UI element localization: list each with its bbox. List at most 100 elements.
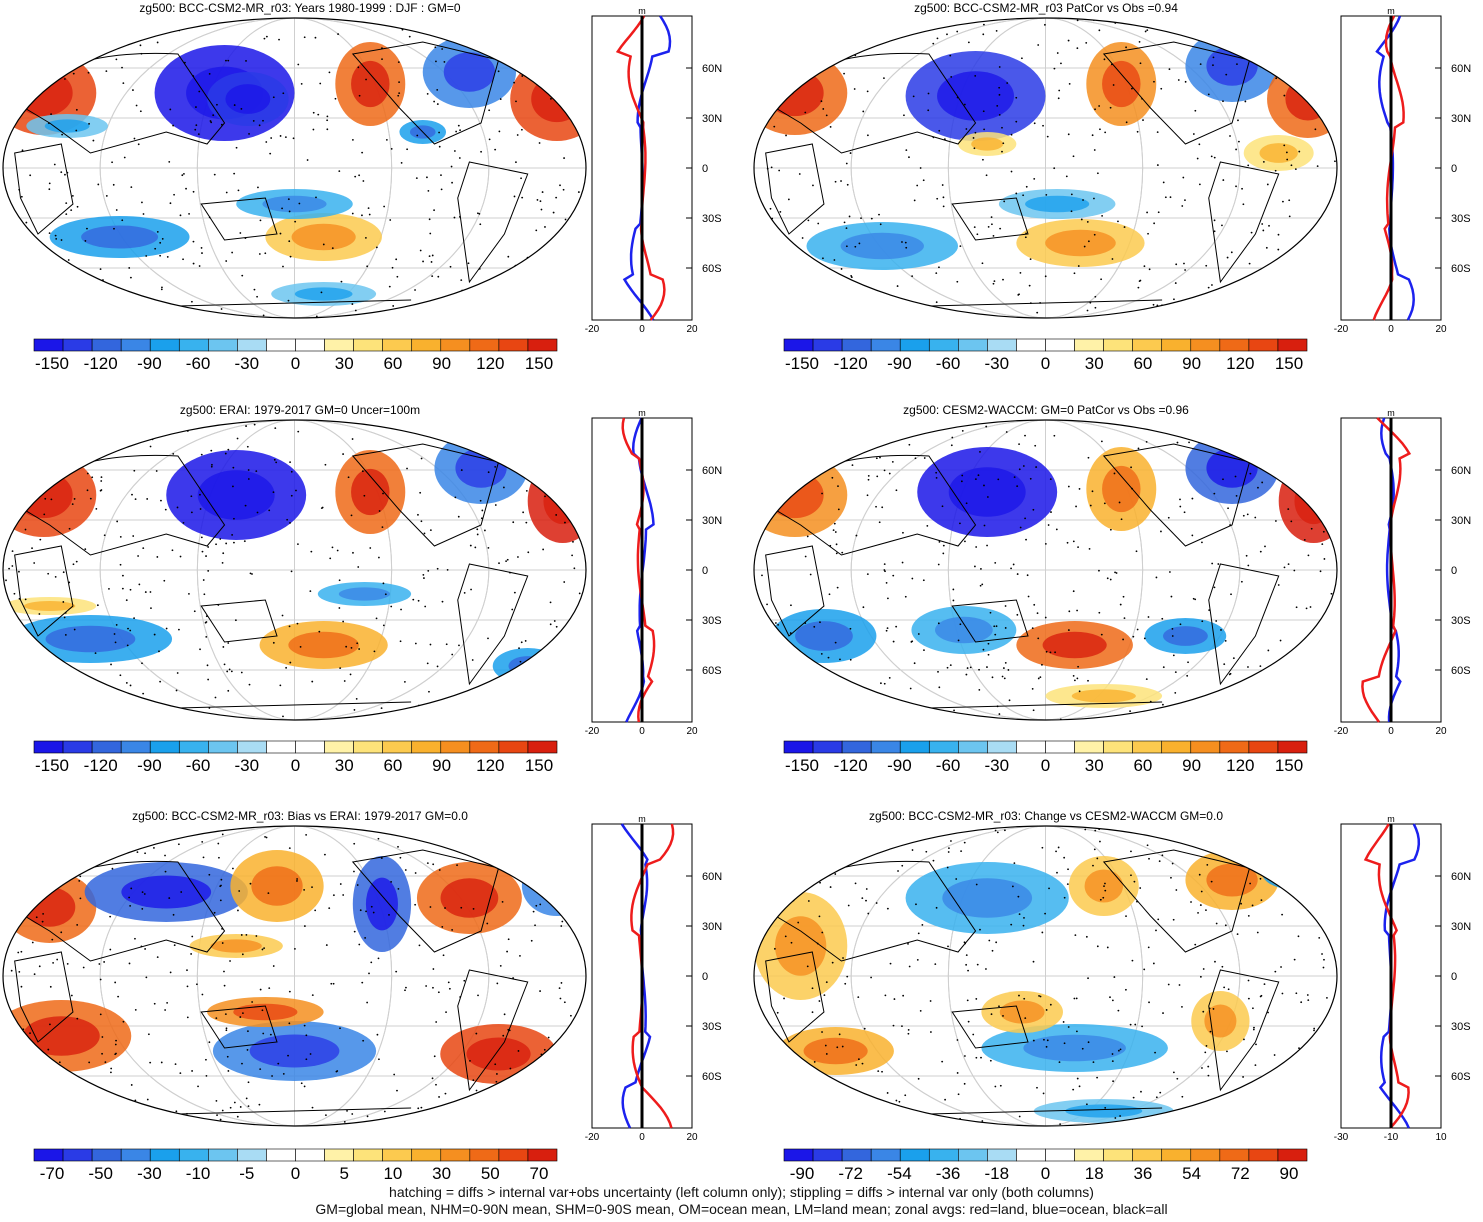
stipple-dot xyxy=(957,1093,960,1096)
stipple-dot xyxy=(466,310,469,313)
stipple-dot xyxy=(956,1072,959,1074)
colorbar-swatch xyxy=(527,1148,558,1162)
stipple-dot xyxy=(1092,1061,1095,1064)
stipple-dot xyxy=(774,888,777,891)
stipple-dot xyxy=(460,279,463,282)
stipple-dot xyxy=(168,160,171,163)
stipple-dot xyxy=(1160,530,1162,533)
stipple-dot xyxy=(1147,616,1150,618)
stipple-dot xyxy=(136,314,138,316)
stipple-dot xyxy=(790,604,792,607)
stipple-dot xyxy=(531,1079,533,1082)
stipple-dot xyxy=(1244,289,1247,292)
stipple-dot xyxy=(578,484,580,487)
stipple-dot xyxy=(1245,554,1248,557)
stipple-dot xyxy=(312,128,315,131)
stipple-dot xyxy=(1099,840,1101,843)
stipple-dot xyxy=(436,88,439,91)
stipple-dot xyxy=(1139,62,1142,65)
stipple-dot xyxy=(1244,688,1247,690)
map-border xyxy=(2,419,587,721)
stipple-dot xyxy=(967,1020,970,1023)
stipple-dot xyxy=(1136,628,1139,631)
colorbar-swatch xyxy=(208,1148,238,1162)
stipple-dot xyxy=(26,828,28,831)
stipple-dot xyxy=(938,540,941,543)
stipple-dot xyxy=(272,491,275,494)
stipple-dot xyxy=(1274,520,1277,522)
stipple-dot xyxy=(1077,546,1079,549)
stipple-dot xyxy=(558,987,561,990)
colorbar-swatch xyxy=(1074,1148,1104,1162)
stipple-dot xyxy=(534,924,536,927)
stipple-dot xyxy=(288,625,291,628)
stipple-dot xyxy=(888,676,891,679)
colorbar-swatch xyxy=(1190,338,1221,352)
stipple-dot xyxy=(220,878,223,881)
stipple-dot xyxy=(562,188,565,191)
stipple-dot xyxy=(805,836,807,838)
stipple-dot xyxy=(1087,977,1089,980)
stipple-dot xyxy=(248,683,251,686)
stipple-dot xyxy=(783,18,786,21)
stipple-dot xyxy=(462,301,465,304)
stipple-dot xyxy=(1003,677,1006,680)
stipple-dot xyxy=(382,582,385,585)
stipple-dot xyxy=(1037,44,1040,46)
stipple-dot xyxy=(197,133,200,136)
stipple-dot xyxy=(837,508,840,511)
stipple-dot xyxy=(937,563,940,566)
anomaly-core xyxy=(1025,195,1090,213)
stipple-dot xyxy=(1044,275,1047,278)
stipple-dot xyxy=(423,427,426,430)
stipple-dot xyxy=(1131,87,1133,90)
stipple-dot xyxy=(974,131,977,134)
stipple-dot xyxy=(1070,210,1073,213)
stipple-dot xyxy=(265,35,268,38)
stipple-dot xyxy=(125,682,128,684)
stipple-dot xyxy=(506,950,508,953)
stipple-dot xyxy=(215,543,217,546)
stipple-dot xyxy=(981,583,984,586)
stipple-dot xyxy=(55,265,58,267)
stipple-dot xyxy=(947,851,950,853)
stipple-dot xyxy=(179,555,182,558)
stipple-dot xyxy=(399,856,402,859)
stipple-dot xyxy=(1130,466,1132,469)
stipple-dot xyxy=(186,969,188,972)
stipple-dot xyxy=(817,222,820,225)
stipple-dot xyxy=(125,300,128,303)
colorbar-label: 30 xyxy=(335,756,354,775)
stipple-dot xyxy=(43,513,46,516)
stipple-dot xyxy=(503,1013,506,1016)
colorbar-label: 150 xyxy=(1275,756,1303,775)
stipple-dot xyxy=(29,174,32,177)
stipple-dot xyxy=(210,449,213,452)
stipple-dot xyxy=(959,623,962,626)
stipple-dot xyxy=(563,157,565,159)
stipple-dot xyxy=(236,437,239,440)
colorbar-swatch xyxy=(899,338,930,352)
stipple-dot xyxy=(200,247,203,249)
stipple-dot xyxy=(395,258,398,261)
stipple-dot xyxy=(1004,627,1007,629)
stipple-dot xyxy=(42,279,45,282)
stipple-dot xyxy=(1056,871,1058,874)
stipple-dot xyxy=(160,1061,163,1064)
stipple-dot xyxy=(1293,29,1296,31)
stipple-dot xyxy=(121,66,123,69)
colorbar-label: 90 xyxy=(1280,1164,1299,1183)
stipple-dot xyxy=(1201,1067,1203,1069)
colorbar-label: -10 xyxy=(186,1164,211,1183)
stipple-dot xyxy=(71,503,74,506)
stipple-dot xyxy=(205,1074,208,1077)
stipple-dot xyxy=(1320,474,1323,476)
colorbar-swatch xyxy=(62,1148,93,1162)
stipple-dot xyxy=(886,907,889,910)
stipple-dot xyxy=(965,128,968,130)
zonal-land-curve xyxy=(630,823,675,1129)
stipple-dot xyxy=(1076,1077,1079,1080)
stipple-dot xyxy=(175,1110,178,1113)
stipple-dot xyxy=(446,569,449,571)
colorbar-swatch xyxy=(498,338,529,352)
